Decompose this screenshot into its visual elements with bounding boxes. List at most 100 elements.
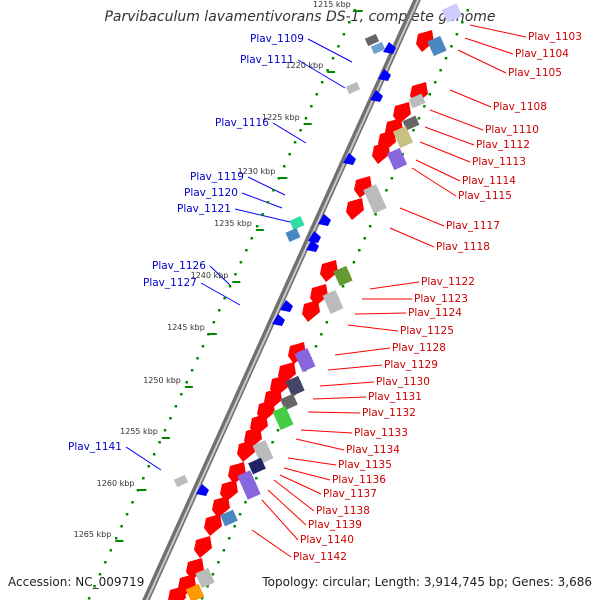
reverse-track-dot: [348, 21, 351, 24]
reverse-track-dot: [180, 393, 183, 396]
ruler-tick-label: 1245 kbp: [167, 323, 205, 332]
reverse-gene-block: [345, 81, 361, 95]
reverse-track-dot: [142, 477, 145, 480]
reverse-track-dot: [337, 45, 340, 48]
reverse-track-dot: [120, 525, 123, 528]
reverse-gene-label: Plav_1120: [184, 187, 238, 199]
forward-gene-label: Plav_1135: [338, 459, 392, 471]
reverse-track-dot: [163, 429, 167, 432]
forward-gene-label: Plav_1124: [408, 307, 462, 319]
forward-gene-label: Plav_1137: [323, 488, 377, 500]
reverse-gene-label: Plav_1127: [143, 277, 197, 289]
forward-gene-block: [280, 393, 298, 411]
forward-gene-label: Plav_1132: [362, 407, 416, 419]
reverse-track-dot: [331, 57, 335, 60]
forward-track-dot: [390, 177, 394, 180]
forward-label-connector: [312, 396, 367, 400]
ruler-tick-label: 1265 kbp: [74, 530, 112, 539]
reverse-track-dot: [250, 237, 253, 240]
ruler-tick-label: 1230 kbp: [238, 167, 276, 176]
reverse-gene-block: [289, 215, 305, 231]
forward-track-dot: [320, 333, 323, 336]
forward-gene-block: [272, 406, 294, 430]
forward-label-connector: [334, 347, 391, 356]
forward-gene-arrow: [310, 284, 328, 306]
forward-label-connector: [389, 227, 435, 248]
forward-gene-block: [248, 457, 266, 475]
reverse-track-dot: [304, 117, 308, 120]
forward-track-dot: [244, 501, 247, 504]
forward-gene-arrow: [393, 102, 411, 124]
reverse-track-dot: [288, 153, 291, 156]
forward-gene-label: Plav_1108: [493, 101, 547, 113]
forward-label-connector: [283, 467, 331, 481]
forward-gene-block: [333, 265, 353, 287]
reverse-track-dot: [293, 141, 297, 144]
reverse-gene-block: [370, 41, 386, 55]
forward-gene-block: [402, 115, 420, 131]
forward-gene-arrow: [372, 142, 390, 164]
reverse-gene-label: Plav_1116: [215, 117, 269, 129]
forward-track-dot: [439, 69, 442, 72]
forward-label-connector: [354, 312, 407, 315]
reverse-gene-label: Plav_1126: [152, 260, 206, 272]
forward-track-dot: [368, 225, 372, 228]
reverse-track-dot: [320, 81, 324, 84]
reverse-gene-label: Plav_1111: [240, 54, 294, 66]
map-title: Parvibaculum lavamentivorans DS-1, compl…: [104, 9, 496, 25]
forward-label-connector: [369, 281, 420, 290]
reverse-label-connector: [241, 192, 283, 209]
forward-gene-arrow: [194, 536, 212, 558]
forward-track-dot: [450, 45, 453, 48]
forward-gene-block: [322, 290, 344, 314]
reverse-label-connector: [297, 59, 346, 89]
forward-track-dot: [412, 129, 415, 132]
forward-label-connector: [287, 457, 337, 466]
reverse-track-dot: [212, 321, 216, 324]
forward-gene-label: Plav_1125: [400, 325, 454, 337]
reverse-label-connector: [209, 265, 231, 286]
reverse-track-dot: [342, 33, 346, 36]
reverse-track-dot: [125, 513, 129, 516]
forward-gene-label: Plav_1136: [332, 474, 386, 486]
forward-gene-arrow: [186, 558, 204, 580]
reverse-track-dot: [196, 357, 199, 360]
reverse-track-dot: [207, 333, 210, 336]
forward-gene-label: Plav_1131: [368, 391, 422, 403]
forward-gene-block: [237, 470, 261, 500]
reverse-label-connector: [307, 38, 353, 63]
forward-track-dot: [233, 525, 236, 528]
forward-gene-label: Plav_1133: [354, 427, 408, 439]
reverse-track-dot: [239, 261, 243, 264]
accession-text: Accession: NC_009719: [8, 575, 145, 589]
forward-track-dot: [428, 93, 432, 96]
forward-label-connector: [419, 141, 471, 163]
reverse-track-dot: [109, 549, 113, 552]
reverse-track-dot: [217, 309, 221, 312]
forward-gene-arrow: [168, 586, 186, 600]
forward-track-dot: [276, 429, 280, 432]
forward-label-connector: [251, 529, 292, 558]
ruler-tick-label: 1240 kbp: [191, 271, 229, 280]
forward-track-dot: [341, 285, 345, 288]
forward-gene-arrow: [302, 300, 320, 322]
reverse-track-dot: [136, 489, 140, 492]
reverse-track-dot: [131, 501, 134, 504]
forward-gene-label: Plav_1105: [508, 67, 562, 79]
forward-track-dot: [255, 477, 258, 480]
reverse-track-dots: [87, 9, 356, 600]
reverse-track-dot: [277, 177, 281, 180]
forward-gene-label: Plav_1110: [485, 124, 539, 136]
forward-gene-label: Plav_1134: [346, 444, 400, 456]
reverse-gene-arrow: [383, 42, 396, 54]
reverse-track-dot: [255, 225, 259, 228]
forward-label-connector: [327, 364, 383, 371]
forward-gene-label: Plav_1118: [436, 241, 490, 253]
forward-label-connector: [464, 37, 514, 55]
forward-track-dot: [238, 513, 242, 516]
forward-gene-label: Plav_1114: [462, 175, 516, 187]
forward-gene-label: Plav_1103: [528, 31, 582, 43]
forward-gene-block: [392, 125, 414, 149]
forward-gene-block: [185, 583, 205, 600]
